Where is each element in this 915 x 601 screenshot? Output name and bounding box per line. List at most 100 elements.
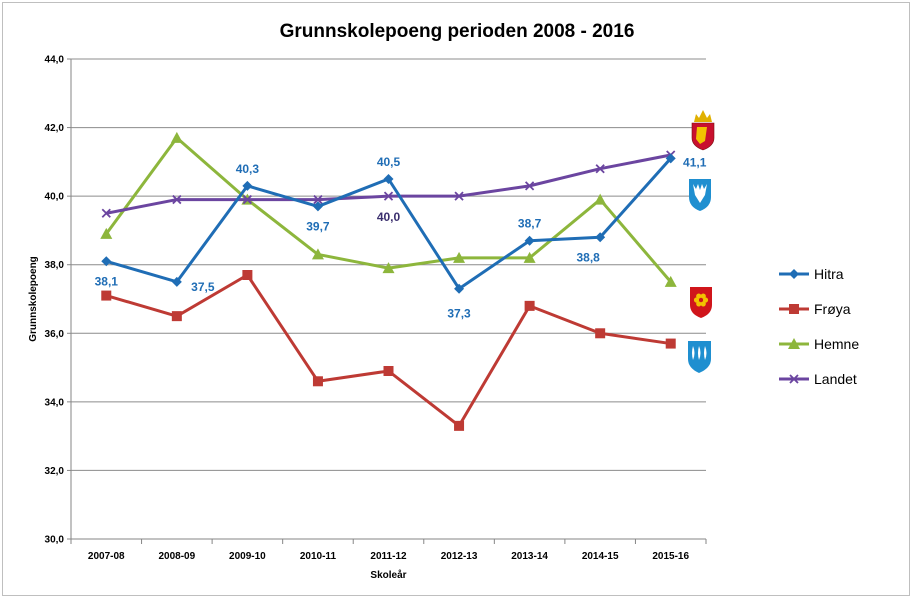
flower-center — [699, 298, 703, 302]
y-tick-label: 44,0 — [45, 55, 65, 66]
data-point — [312, 376, 323, 387]
legend-marker — [789, 269, 799, 279]
data-point — [101, 256, 112, 267]
data-point — [524, 181, 535, 191]
x-tick-label: 2014-15 — [582, 551, 619, 562]
data-point — [101, 208, 111, 218]
legend-label: Landet — [814, 371, 857, 387]
lion — [696, 127, 707, 144]
fish — [698, 346, 701, 360]
data-point — [454, 191, 464, 201]
data-point — [382, 262, 395, 274]
data-point — [312, 201, 323, 212]
data-label: 38,8 — [576, 250, 600, 264]
chart-svg: Grunnskolepoeng perioden 2008 - 2016 30,… — [28, 21, 859, 581]
y-tick-label: 38,0 — [45, 260, 65, 271]
data-label: 38,7 — [518, 217, 542, 231]
hitra-coat-of-arms-icon — [689, 179, 711, 211]
data-label: 37,3 — [447, 307, 471, 321]
froya-coat-of-arms-icon — [690, 287, 712, 318]
x-tick-label: 2012-13 — [441, 551, 478, 562]
data-point — [242, 270, 253, 280]
x-axis-label: Skoleår — [370, 569, 406, 581]
x-tick-label: 2011-12 — [370, 551, 407, 562]
data-point — [100, 227, 113, 239]
gridlines — [67, 58, 707, 544]
petal — [696, 301, 702, 307]
legend-item-landet: Landet — [779, 371, 857, 387]
x-tick-label: 2013-14 — [511, 551, 548, 562]
data-point — [101, 290, 112, 301]
data-labels: 38,1 37,5 40,3 39,7 40,5 37,3 38,7 38,8 41,1 40,0 — [95, 155, 707, 321]
data-label: 40,3 — [236, 162, 260, 176]
data-point — [665, 338, 676, 349]
data-point — [453, 251, 466, 263]
petal — [693, 297, 700, 303]
data-label: 41,1 — [683, 155, 707, 169]
data-point — [242, 180, 253, 191]
legend-marker — [789, 304, 799, 314]
legend-item-hemne: Hemne — [779, 336, 859, 352]
crown — [694, 110, 712, 122]
data-point — [383, 366, 394, 376]
data-label: 40,5 — [377, 155, 401, 169]
legend-item-frøya: Frøya — [779, 301, 851, 317]
legend-marker — [789, 374, 799, 384]
data-point — [595, 164, 605, 174]
deer-head — [693, 184, 707, 203]
data-point — [524, 235, 535, 246]
x-axis-ticks: 2007-08 2008-09 2009-10 2010-11 2011-12 2012-… — [88, 551, 690, 562]
data-point — [454, 420, 465, 431]
chart-title: Grunnskolepoeng perioden 2008 - 2016 — [280, 21, 635, 42]
y-tick-label: 32,0 — [45, 466, 65, 477]
emblems — [688, 110, 715, 373]
legend-label: Hitra — [814, 266, 844, 282]
data-point — [665, 153, 676, 164]
data-point — [313, 194, 323, 205]
fish — [704, 346, 707, 360]
x-tick-label: 2007-08 — [88, 551, 125, 562]
series-line — [105, 273, 671, 428]
petal — [700, 293, 706, 299]
data-point — [172, 194, 182, 205]
data-point — [383, 174, 394, 184]
petal — [696, 293, 702, 299]
data-point — [454, 283, 465, 294]
x-tick-label: 2015-16 — [652, 551, 689, 562]
series-hitra — [101, 153, 676, 294]
shield-shape — [690, 287, 712, 318]
series-frøya — [101, 270, 676, 431]
y-axis-label: Grunnskolepoeng — [28, 256, 39, 342]
petal — [702, 297, 709, 303]
data-point — [170, 131, 183, 143]
data-point — [383, 191, 394, 201]
series-landet — [101, 150, 676, 218]
data-label: 40,0 — [377, 210, 401, 224]
legend-marker — [788, 338, 800, 349]
y-tick-label: 34,0 — [45, 397, 65, 408]
data-label: 37,5 — [191, 280, 215, 294]
data-point — [523, 251, 536, 263]
legend-label: Hemne — [814, 336, 859, 352]
legend-item-hitra: Hitra — [779, 266, 844, 282]
data-point — [171, 311, 182, 322]
data-point — [595, 328, 606, 339]
data-point — [594, 193, 607, 205]
data-label: 38,1 — [95, 274, 119, 288]
legend: Hitra Frøya Hemne Landet — [779, 266, 859, 387]
y-axis-ticks: 30,0 32,0 34,0 36,0 38,0 40,0 42,0 44,0 — [45, 55, 65, 546]
data-point — [595, 232, 606, 243]
data-point — [171, 276, 182, 287]
data-label: 39,7 — [306, 219, 330, 233]
petal — [700, 301, 706, 307]
data-point — [311, 248, 324, 260]
y-tick-label: 36,0 — [45, 329, 65, 340]
x-tick-label: 2008-09 — [158, 551, 195, 562]
y-tick-label: 30,0 — [45, 535, 65, 546]
data-point — [524, 300, 535, 311]
fish — [692, 346, 695, 360]
y-tick-label: 42,0 — [45, 123, 65, 134]
data-point — [242, 194, 253, 205]
data-point — [664, 275, 677, 287]
